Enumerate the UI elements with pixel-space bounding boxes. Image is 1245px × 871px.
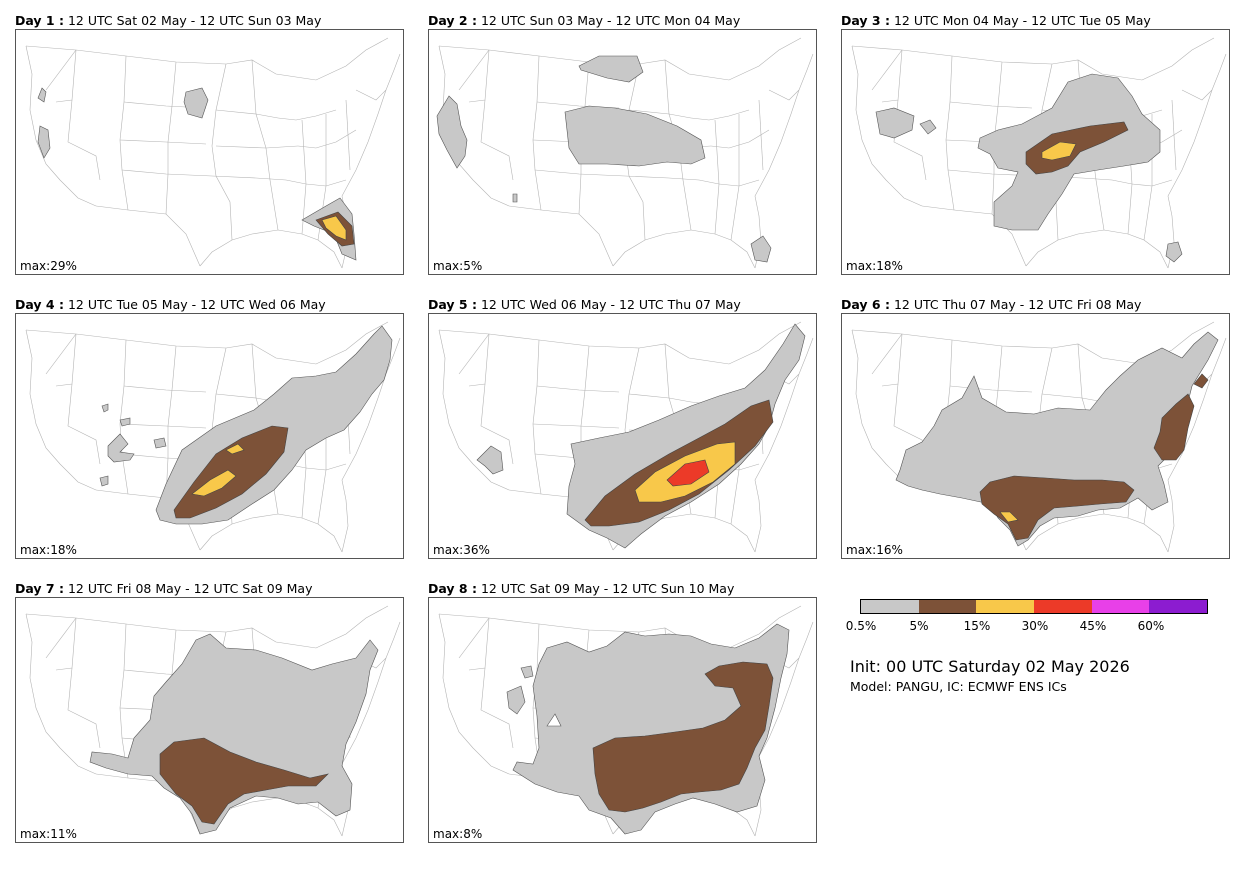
tick-label: 45% [1079,619,1107,633]
color-swatch [976,600,1035,613]
panel-title: Day 5 : 12 UTC Wed 06 May - 12 UTC Thu 0… [428,297,741,313]
colorbar [860,599,1208,614]
init-time: Init: 00 UTC Saturday 02 May 2026 [850,657,1130,676]
colorbar-legend: 0.5% 5% 15% 30% 45% 60% [846,599,1210,635]
max-label: max:18% [19,543,78,557]
period-label: 12 UTC Wed 06 May - 12 UTC Thu 07 May [480,297,741,312]
colorbar-ticks: 0.5% 5% 15% 30% 45% 60% [846,619,1210,635]
tick-label: 0.5% [845,619,877,633]
panel-title: Day 8 : 12 UTC Sat 09 May - 12 UTC Sun 1… [428,581,734,597]
period-label: 12 UTC Sun 03 May - 12 UTC Mon 04 May [480,13,741,28]
max-label: max:36% [432,543,491,557]
map-day1: max:29% [15,29,404,275]
period-label: 12 UTC Sat 09 May - 12 UTC Sun 10 May [480,581,735,596]
max-label: max:11% [19,827,78,841]
map-day7: max:11% [15,597,404,843]
period-label: 12 UTC Thu 07 May - 12 UTC Fri 08 May [893,297,1142,312]
color-swatch [1149,600,1208,613]
day-label: Day 4 : [15,297,64,312]
period-label: 12 UTC Sat 02 May - 12 UTC Sun 03 May [67,13,322,28]
max-label: max:8% [432,827,484,841]
color-swatch [918,600,977,613]
map-day3: max:18% [841,29,1230,275]
day-label: Day 5 : [428,297,477,312]
period-label: 12 UTC Mon 04 May - 12 UTC Tue 05 May [893,13,1151,28]
panel-title: Day 3 : 12 UTC Mon 04 May - 12 UTC Tue 0… [841,13,1151,29]
max-label: max:16% [845,543,904,557]
period-label: 12 UTC Fri 08 May - 12 UTC Sat 09 May [67,581,313,596]
map-day2: max:5% [428,29,817,275]
day-label: Day 6 : [841,297,890,312]
tick-label: 30% [1021,619,1049,633]
panel-title: Day 2 : 12 UTC Sun 03 May - 12 UTC Mon 0… [428,13,740,29]
day-label: Day 2 : [428,13,477,28]
day-label: Day 8 : [428,581,477,596]
max-label: max:29% [19,259,78,273]
color-swatch [1034,600,1092,613]
map-day4: max:18% [15,313,404,559]
panel-title: Day 6 : 12 UTC Thu 07 May - 12 UTC Fri 0… [841,297,1141,313]
tick-label: 15% [963,619,991,633]
day-label: Day 7 : [15,581,64,596]
day-label: Day 1 : [15,13,64,28]
color-swatch [861,600,919,613]
max-label: max:18% [845,259,904,273]
tick-label: 60% [1137,619,1165,633]
period-label: 12 UTC Tue 05 May - 12 UTC Wed 06 May [67,297,326,312]
panel-title: Day 7 : 12 UTC Fri 08 May - 12 UTC Sat 0… [15,581,312,597]
map-day5: max:36% [428,313,817,559]
model-info: Model: PANGU, IC: ECMWF ENS ICs [850,679,1067,694]
tick-label: 5% [909,619,929,633]
map-day8: max:8% [428,597,817,843]
panel-title: Day 4 : 12 UTC Tue 05 May - 12 UTC Wed 0… [15,297,326,313]
map-day6: max:16% [841,313,1230,559]
max-label: max:5% [432,259,484,273]
color-swatch [1091,600,1150,613]
day-label: Day 3 : [841,13,890,28]
panel-title: Day 1 : 12 UTC Sat 02 May - 12 UTC Sun 0… [15,13,321,29]
